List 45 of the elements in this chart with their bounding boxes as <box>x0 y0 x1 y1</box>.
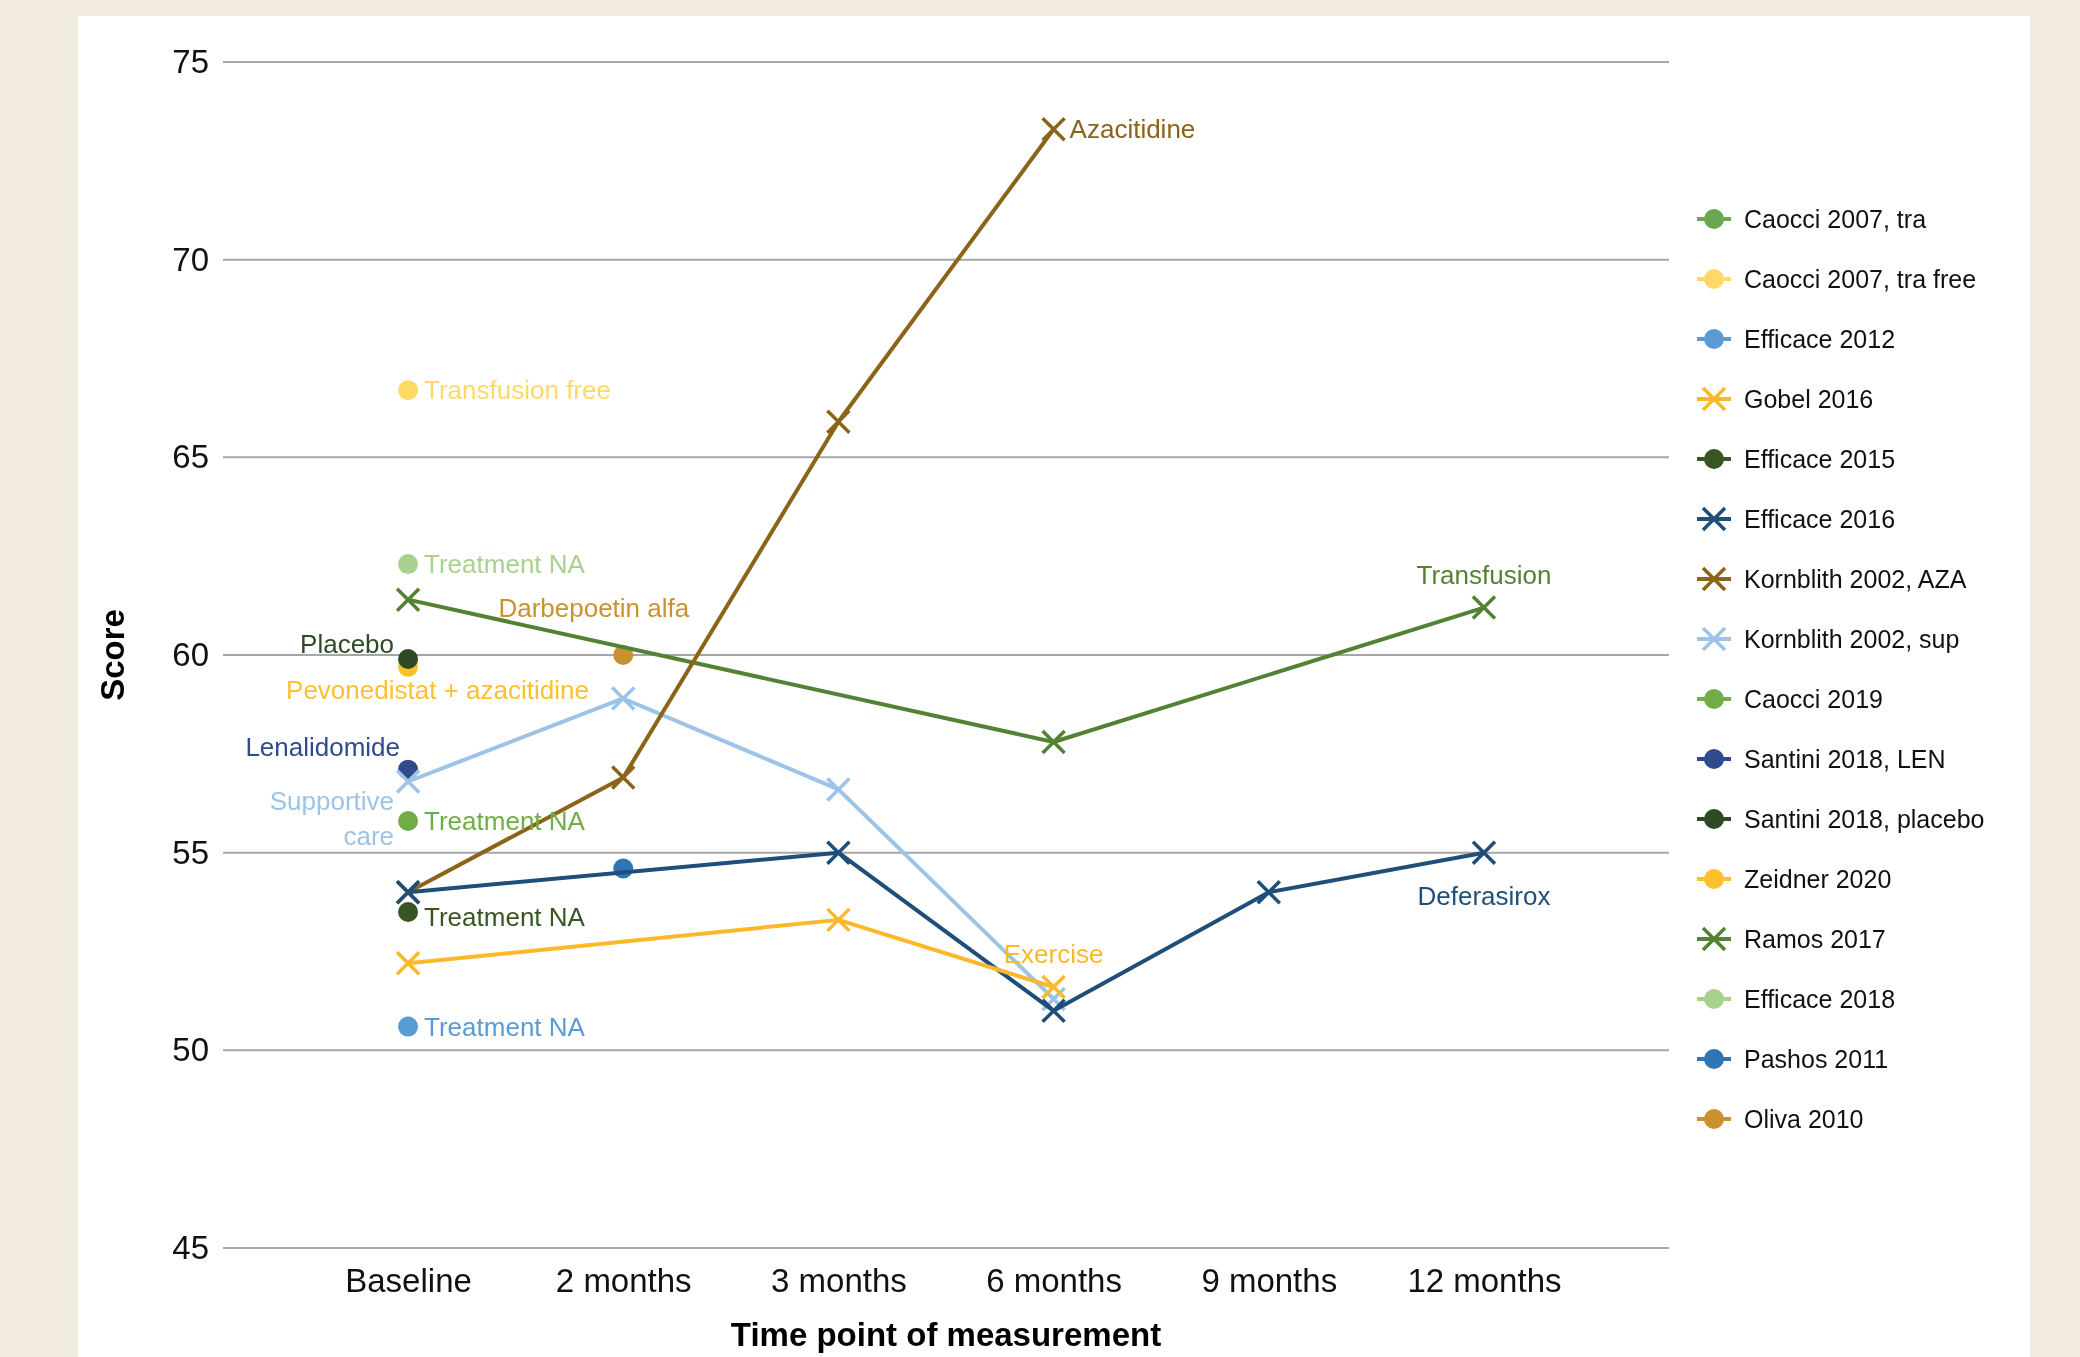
y-tick-label: 45 <box>172 1229 209 1267</box>
y-tick-label: 70 <box>172 240 209 278</box>
x-tick-label: Baseline <box>345 1261 472 1299</box>
annotation: Darbepoetin alfa <box>498 593 690 623</box>
legend-label: Santini 2018, placebo <box>1744 805 1985 833</box>
legend-label: Kornblith 2002, sup <box>1744 625 1960 653</box>
legend-label: Efficace 2016 <box>1744 505 1896 533</box>
legend-label: Efficace 2018 <box>1744 985 1896 1013</box>
x-tick-label: 12 months <box>1407 1261 1562 1299</box>
annotation: Treatment NA <box>424 1011 586 1042</box>
annotation: Supportive care <box>269 785 395 851</box>
y-tick-label: 50 <box>172 1031 209 1069</box>
annotation: Deferasirox <box>1417 880 1551 911</box>
legend-label: Santini 2018, LEN <box>1744 745 1946 773</box>
x-tick-label: 9 months <box>1201 1261 1338 1299</box>
annotation: Lenalidomide <box>245 731 401 762</box>
legend-label: Caocci 2007, tra <box>1744 205 1927 233</box>
annotation: Treatment NA <box>424 549 586 580</box>
annotation: Exercise <box>1003 939 1104 970</box>
x-axis-title: Time point of measurement <box>730 1316 1162 1353</box>
legend-label: Caocci 2019 <box>1744 685 1883 713</box>
annotation: Treatment NA <box>424 806 586 837</box>
y-tick-label: 55 <box>172 833 209 871</box>
y-tick-label: 65 <box>172 438 209 476</box>
annotation: Treatment NA <box>424 901 586 932</box>
legend-label: Gobel 2016 <box>1744 385 1874 413</box>
legend-label: Pashos 2011 <box>1744 1045 1889 1073</box>
annotation: Transfusion free <box>424 375 611 406</box>
legend-label: Zeidner 2020 <box>1744 865 1892 893</box>
legend-label: Efficace 2015 <box>1744 445 1896 473</box>
x-tick-label: 6 months <box>986 1261 1122 1299</box>
legend-label: Caocci 2007, tra free <box>1744 265 1977 293</box>
annotation: Pevonedistat + azacitidine <box>286 674 589 705</box>
annotation: Azacitidine <box>1069 114 1196 145</box>
legend-label: Ramos 2017 <box>1744 925 1886 953</box>
legend-label: Oliva 2010 <box>1744 1105 1864 1133</box>
annotation: Transfusion <box>1416 559 1552 590</box>
legend-label: Kornblith 2002, AZA <box>1744 565 1967 593</box>
x-tick-label: 3 months <box>771 1261 907 1299</box>
annotation: Placebo <box>300 628 395 659</box>
legend-label: Efficace 2012 <box>1744 325 1896 353</box>
y-tick-label: 60 <box>172 636 209 674</box>
y-tick-label: 75 <box>172 43 209 81</box>
y-axis-title: Score <box>94 609 131 701</box>
x-tick-label: 2 months <box>555 1261 692 1299</box>
